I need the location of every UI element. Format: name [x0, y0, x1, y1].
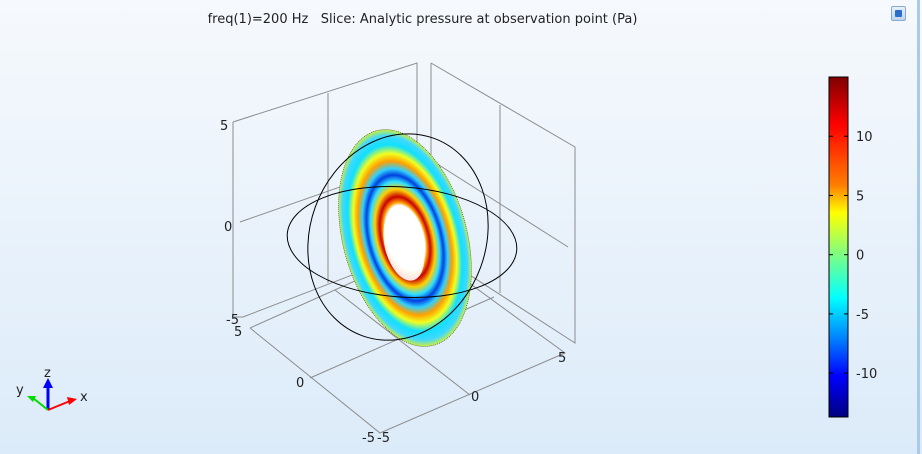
x-axis-ticks: -5 0 5: [377, 351, 566, 446]
colorbar-gradient: [828, 76, 849, 418]
x-tick: 5: [558, 351, 566, 366]
x-arrow-icon: [67, 397, 77, 405]
colorbar-tick-label: 0: [856, 249, 864, 264]
boundary-circle-vertical: [307, 133, 489, 341]
z-tick: 5: [220, 119, 228, 134]
colorbar-tick-label: -10: [856, 367, 877, 382]
triad-x-label: x: [80, 390, 88, 405]
triad-z-label: z: [44, 366, 51, 381]
colorbar-tick-label: 10: [856, 130, 873, 145]
z-arrow-icon: [43, 378, 53, 388]
triad-y-label: y: [16, 383, 24, 398]
colorbar: 10 5 0 -5 -10: [828, 76, 877, 418]
y-tick: -5: [362, 431, 375, 446]
colorbar-tick-label: 5: [856, 189, 864, 204]
y-tick: 0: [296, 376, 304, 391]
slice-hole: [383, 210, 425, 281]
axis-triad: z y x: [16, 366, 88, 411]
z-tick: -5: [226, 313, 239, 328]
z-tick: 0: [224, 220, 232, 235]
panel-border: [917, 0, 920, 454]
y-axis-ticks: 5 0 -5: [234, 325, 375, 446]
colorbar-tick-label: -5: [856, 308, 869, 323]
y-arrow-icon: [27, 396, 36, 402]
x-tick: -5: [377, 431, 390, 446]
y-tick: 5: [234, 325, 242, 340]
z-axis-ticks: 5 0 -5: [220, 119, 239, 328]
plot-toolbar-icon[interactable]: [891, 6, 906, 21]
plot-title: freq(1)=200 Hz Slice: Analytic pressure …: [207, 12, 638, 27]
boundary-circle-horizontal: [286, 186, 518, 298]
x-tick: 0: [471, 390, 479, 405]
